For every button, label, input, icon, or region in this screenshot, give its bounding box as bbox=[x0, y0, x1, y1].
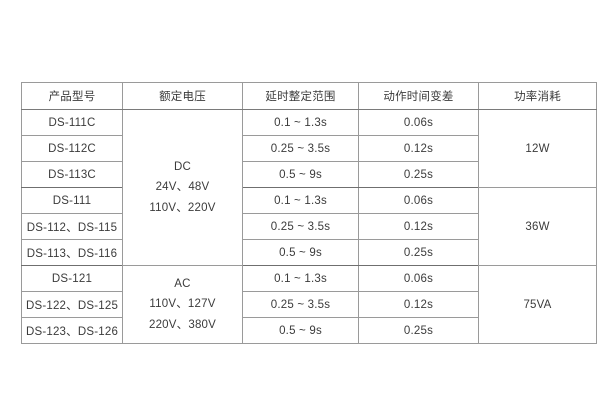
cell-power-12w: 12W bbox=[478, 109, 597, 188]
cell-model: DS-111 bbox=[21, 187, 123, 214]
table-row: DS-111 0.1 ~ 1.3s 0.06s 36W bbox=[21, 187, 597, 266]
table-row: DS-123、DS-126 0.5 ~ 9s 0.25s bbox=[21, 317, 597, 344]
cell-model: DS-112、DS-115 bbox=[21, 213, 123, 240]
cell-power-75va: 75VA bbox=[478, 265, 597, 344]
cell-model: DS-113、DS-116 bbox=[21, 239, 123, 266]
cell-delay: 0.25 ~ 3.5s bbox=[242, 291, 359, 318]
table-header: 产品型号 额定电压 延时整定范围 动作时间变差 功率消耗 bbox=[21, 82, 597, 110]
table-row: DS-112、DS-115 0.25 ~ 3.5s 0.12s bbox=[21, 213, 597, 240]
voltage-ac-line-3: 220V、380V bbox=[148, 318, 216, 331]
cell-variation: 0.06s bbox=[358, 265, 479, 292]
cell-variation: 0.25s bbox=[358, 239, 479, 266]
cell-delay: 0.1 ~ 1.3s bbox=[242, 187, 359, 214]
cell-delay: 0.25 ~ 3.5s bbox=[242, 213, 359, 240]
column-header-model: 产品型号 bbox=[21, 82, 123, 110]
table-row: DS-111C DC 24V、48V 110V、220V 0.1 ~ 1.3s … bbox=[21, 109, 597, 266]
cell-model: DS-112C bbox=[21, 135, 123, 162]
voltage-type-ac: AC bbox=[174, 278, 191, 291]
cell-delay: 0.5 ~ 9s bbox=[242, 239, 359, 266]
cell-variation: 0.06s bbox=[358, 109, 479, 136]
cell-model: DS-123、DS-126 bbox=[21, 317, 123, 344]
cell-delay: 0.1 ~ 1.3s bbox=[242, 265, 359, 292]
cell-delay: 0.25 ~ 3.5s bbox=[242, 135, 359, 162]
table-row: DS-113、DS-116 0.5 ~ 9s 0.25s bbox=[21, 239, 597, 266]
cell-delay: 0.5 ~ 9s bbox=[242, 161, 359, 188]
voltage-dc-line-2: 24V、48V bbox=[155, 181, 210, 194]
cell-power-36w: 36W bbox=[478, 187, 597, 266]
table-row: DS-122、DS-125 0.25 ~ 3.5s 0.12s bbox=[21, 291, 597, 318]
column-header-variation: 动作时间变差 bbox=[358, 82, 479, 110]
cell-model: DS-111C bbox=[21, 109, 123, 136]
table-body: DS-111C DC 24V、48V 110V、220V 0.1 ~ 1.3s … bbox=[21, 109, 597, 344]
relay-specification-table: 产品型号 额定电压 延时整定范围 动作时间变差 功率消耗 DS-111C DC … bbox=[21, 82, 597, 344]
cell-voltage-dc: DC 24V、48V 110V、220V bbox=[122, 109, 243, 266]
cell-voltage-ac: AC 110V、127V 220V、380V bbox=[122, 265, 243, 344]
cell-delay: 0.1 ~ 1.3s bbox=[242, 109, 359, 136]
cell-variation: 0.12s bbox=[358, 135, 479, 162]
cell-variation: 0.06s bbox=[358, 187, 479, 214]
voltage-ac-line-2: 110V、127V bbox=[149, 298, 216, 311]
cell-variation: 0.25s bbox=[358, 317, 479, 344]
cell-model: DS-122、DS-125 bbox=[21, 291, 123, 318]
voltage-dc-line-3: 110V、220V bbox=[149, 201, 216, 214]
table-row: DS-113C 0.5 ~ 9s 0.25s bbox=[21, 161, 597, 188]
table-row: DS-112C 0.25 ~ 3.5s 0.12s bbox=[21, 135, 597, 162]
voltage-type-dc: DC bbox=[173, 161, 191, 174]
cell-delay: 0.5 ~ 9s bbox=[242, 317, 359, 344]
column-header-delay: 延时整定范围 bbox=[242, 82, 359, 110]
cell-variation: 0.12s bbox=[358, 213, 479, 240]
spec-table-container: 产品型号 额定电压 延时整定范围 动作时间变差 功率消耗 DS-111C DC … bbox=[21, 82, 597, 344]
cell-model: DS-113C bbox=[21, 161, 123, 188]
cell-model: DS-121 bbox=[21, 265, 123, 292]
column-header-power: 功率消耗 bbox=[478, 82, 597, 110]
cell-variation: 0.25s bbox=[358, 161, 479, 188]
column-header-voltage: 额定电压 bbox=[122, 82, 243, 110]
table-row: DS-121 AC 110V、127V 220V、380V 0.1 ~ 1.3s… bbox=[21, 265, 597, 344]
cell-variation: 0.12s bbox=[358, 291, 479, 318]
table-header-row: 产品型号 额定电压 延时整定范围 动作时间变差 功率消耗 bbox=[21, 82, 597, 110]
